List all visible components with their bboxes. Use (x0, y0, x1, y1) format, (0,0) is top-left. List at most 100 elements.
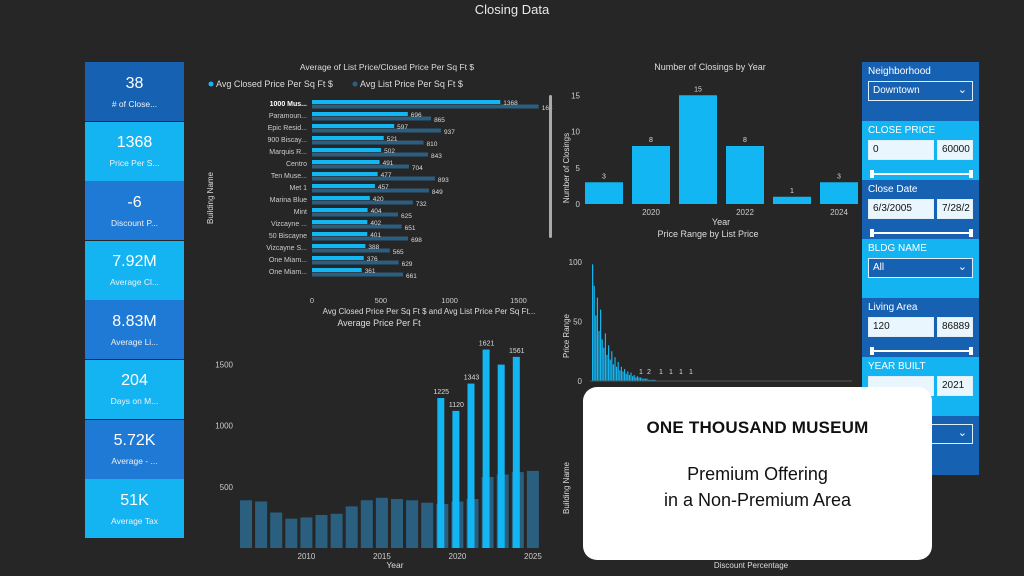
kpi-card-days-on-market[interactable]: 204 Days on M... (85, 359, 184, 419)
price-range-bar (596, 297, 598, 381)
data-label: 1 (639, 369, 643, 376)
price-range-bar (612, 364, 614, 381)
price-range-bar (641, 378, 643, 381)
x-tick-label: 2024 (830, 208, 848, 217)
bldg-name-dropdown[interactable]: All ⌄ (868, 258, 973, 278)
price-range-bar (630, 372, 632, 381)
kpi-value: 8.83M (112, 312, 157, 330)
building-label: 900 Biscay... (267, 137, 307, 144)
bar-list-price (312, 224, 402, 229)
legend-entry: Avg Closed Price Per Sq Ft $ (216, 79, 333, 89)
x-tick-label: 2020 (449, 552, 467, 561)
x-tick-label: 1000 (441, 296, 458, 305)
bar-closed-price (312, 196, 370, 200)
kpi-value: 7.92M (112, 253, 157, 271)
legend-marker (352, 81, 358, 87)
avg-price-bar (391, 499, 403, 548)
close-price-min-input[interactable]: 0 (868, 140, 934, 160)
price-range-bar (617, 361, 619, 381)
chart-subtitle-label: Average Price Per Ft (337, 318, 421, 328)
building-label: Marina Blue (270, 197, 307, 204)
price-range-bar (644, 378, 646, 381)
avg-price-bar (255, 501, 268, 548)
kpi-card-closings[interactable]: 38 # of Close... (85, 62, 184, 121)
price-range-bar (600, 309, 602, 381)
data-label: 893 (438, 177, 449, 184)
price-range-bar (604, 333, 606, 381)
chart-title: Average of List Price/Closed Price Per S… (300, 62, 474, 72)
close-price-max-input[interactable]: 60000 (937, 140, 973, 160)
kpi-card-discount[interactable]: -6 Discount P... (85, 181, 184, 241)
price-range-bar (627, 371, 629, 381)
bar-closed-price (312, 268, 362, 272)
kpi-label: Price Per S... (109, 158, 160, 169)
building-label: Vizcayne S... (266, 245, 307, 252)
y-tick-label: 1500 (215, 360, 233, 369)
data-label: 629 (402, 261, 413, 268)
bar-list-price (312, 188, 429, 193)
living-area-slider[interactable] (870, 347, 973, 355)
y-tick-label: 500 (220, 483, 234, 492)
kpi-card-average[interactable]: 5.72K Average - ... (85, 419, 184, 479)
price-per-sqft-by-building-chart[interactable]: Average of List Price/Closed Price Per S… (203, 58, 553, 330)
closings-by-year-chart[interactable]: Number of Closings by Year Number of Clos… (560, 58, 860, 228)
chart-title: Number of Closings by Year (654, 62, 766, 72)
x-axis-label: Year (712, 217, 730, 227)
price-range-bar (643, 378, 645, 381)
living-area-min-input[interactable]: 120 (868, 317, 934, 337)
legend-marker (208, 81, 214, 87)
avg-price-bar (360, 500, 373, 548)
highlight-bar (467, 383, 475, 548)
price-range-bar (640, 377, 642, 381)
data-label: 597 (397, 124, 408, 131)
kpi-value: 204 (121, 372, 148, 390)
bar-closed-price (312, 112, 408, 116)
price-range-by-list-price-chart[interactable]: Price Range by List Price Price Range 0 50 1… (560, 226, 860, 391)
close-date-max-input[interactable]: 7/28/2 (937, 199, 973, 219)
neighborhood-dropdown[interactable]: Downtown ⌄ (868, 81, 973, 101)
closings-bar (679, 95, 717, 204)
year-built-max-input[interactable]: 2021 (937, 376, 973, 396)
kpi-value: 5.72K (113, 432, 156, 450)
avg-price-bar (526, 470, 539, 548)
legend-entry: Avg List Price Per Sq Ft $ (360, 79, 463, 89)
building-label: 50 Biscayne (269, 233, 307, 240)
close-date-min-input[interactable]: 6/3/2005 (868, 199, 934, 219)
slicer-label: BLDG NAME (868, 243, 927, 254)
data-label: 1343 (464, 375, 480, 382)
price-range-bar (620, 366, 622, 381)
building-label: Marquis R... (269, 149, 307, 156)
data-label: 1 (659, 369, 663, 376)
kpi-card-average-close[interactable]: 7.92M Average Cl... (85, 240, 184, 300)
data-label: 1 (679, 369, 683, 376)
callout-line-2: in a Non-Premium Area (663, 490, 852, 510)
data-label: 491 (383, 160, 394, 167)
average-price-per-ft-chart[interactable]: 500 1000 1500 1225 1120 1343 1621 1561 2010 2015 2… (203, 332, 553, 572)
bar-list-price (312, 236, 409, 241)
discount-percentage-chart[interactable]: Building Name Discount Percentage (560, 392, 860, 574)
data-label: 521 (387, 136, 398, 143)
kpi-card-average-tax[interactable]: 51K Average Tax (85, 479, 184, 539)
bar-list-price (312, 152, 429, 157)
building-label: Vizcayne ... (271, 221, 307, 228)
data-label: 1621 (479, 341, 495, 348)
bar-list-price (312, 176, 435, 181)
avg-price-bar (270, 512, 283, 548)
living-area-max-input[interactable]: 86889 (937, 317, 973, 337)
data-label: 1120 (449, 402, 464, 409)
kpi-card-price-per-sqft[interactable]: 1368 Price Per S... (85, 121, 184, 181)
building-label: Met 1 (289, 185, 307, 192)
bar-list-price (312, 104, 539, 109)
data-label: 704 (412, 165, 423, 172)
price-range-bar (638, 377, 640, 381)
y-tick-label: 5 (576, 164, 581, 173)
close-date-slider[interactable] (870, 229, 973, 237)
data-label: 1 (689, 369, 693, 376)
neighborhood-slicer: Neighborhood Downtown ⌄ (862, 62, 979, 121)
close-price-slicer: CLOSE PRICE 0 60000 (862, 121, 979, 180)
avg-price-bar (315, 514, 328, 548)
bar-closed-price (312, 160, 380, 164)
close-price-slider[interactable] (870, 170, 973, 178)
callout-title: ONE THOUSAND MUSEUM (646, 418, 869, 437)
kpi-card-average-list[interactable]: 8.83M Average Li... (85, 300, 184, 360)
